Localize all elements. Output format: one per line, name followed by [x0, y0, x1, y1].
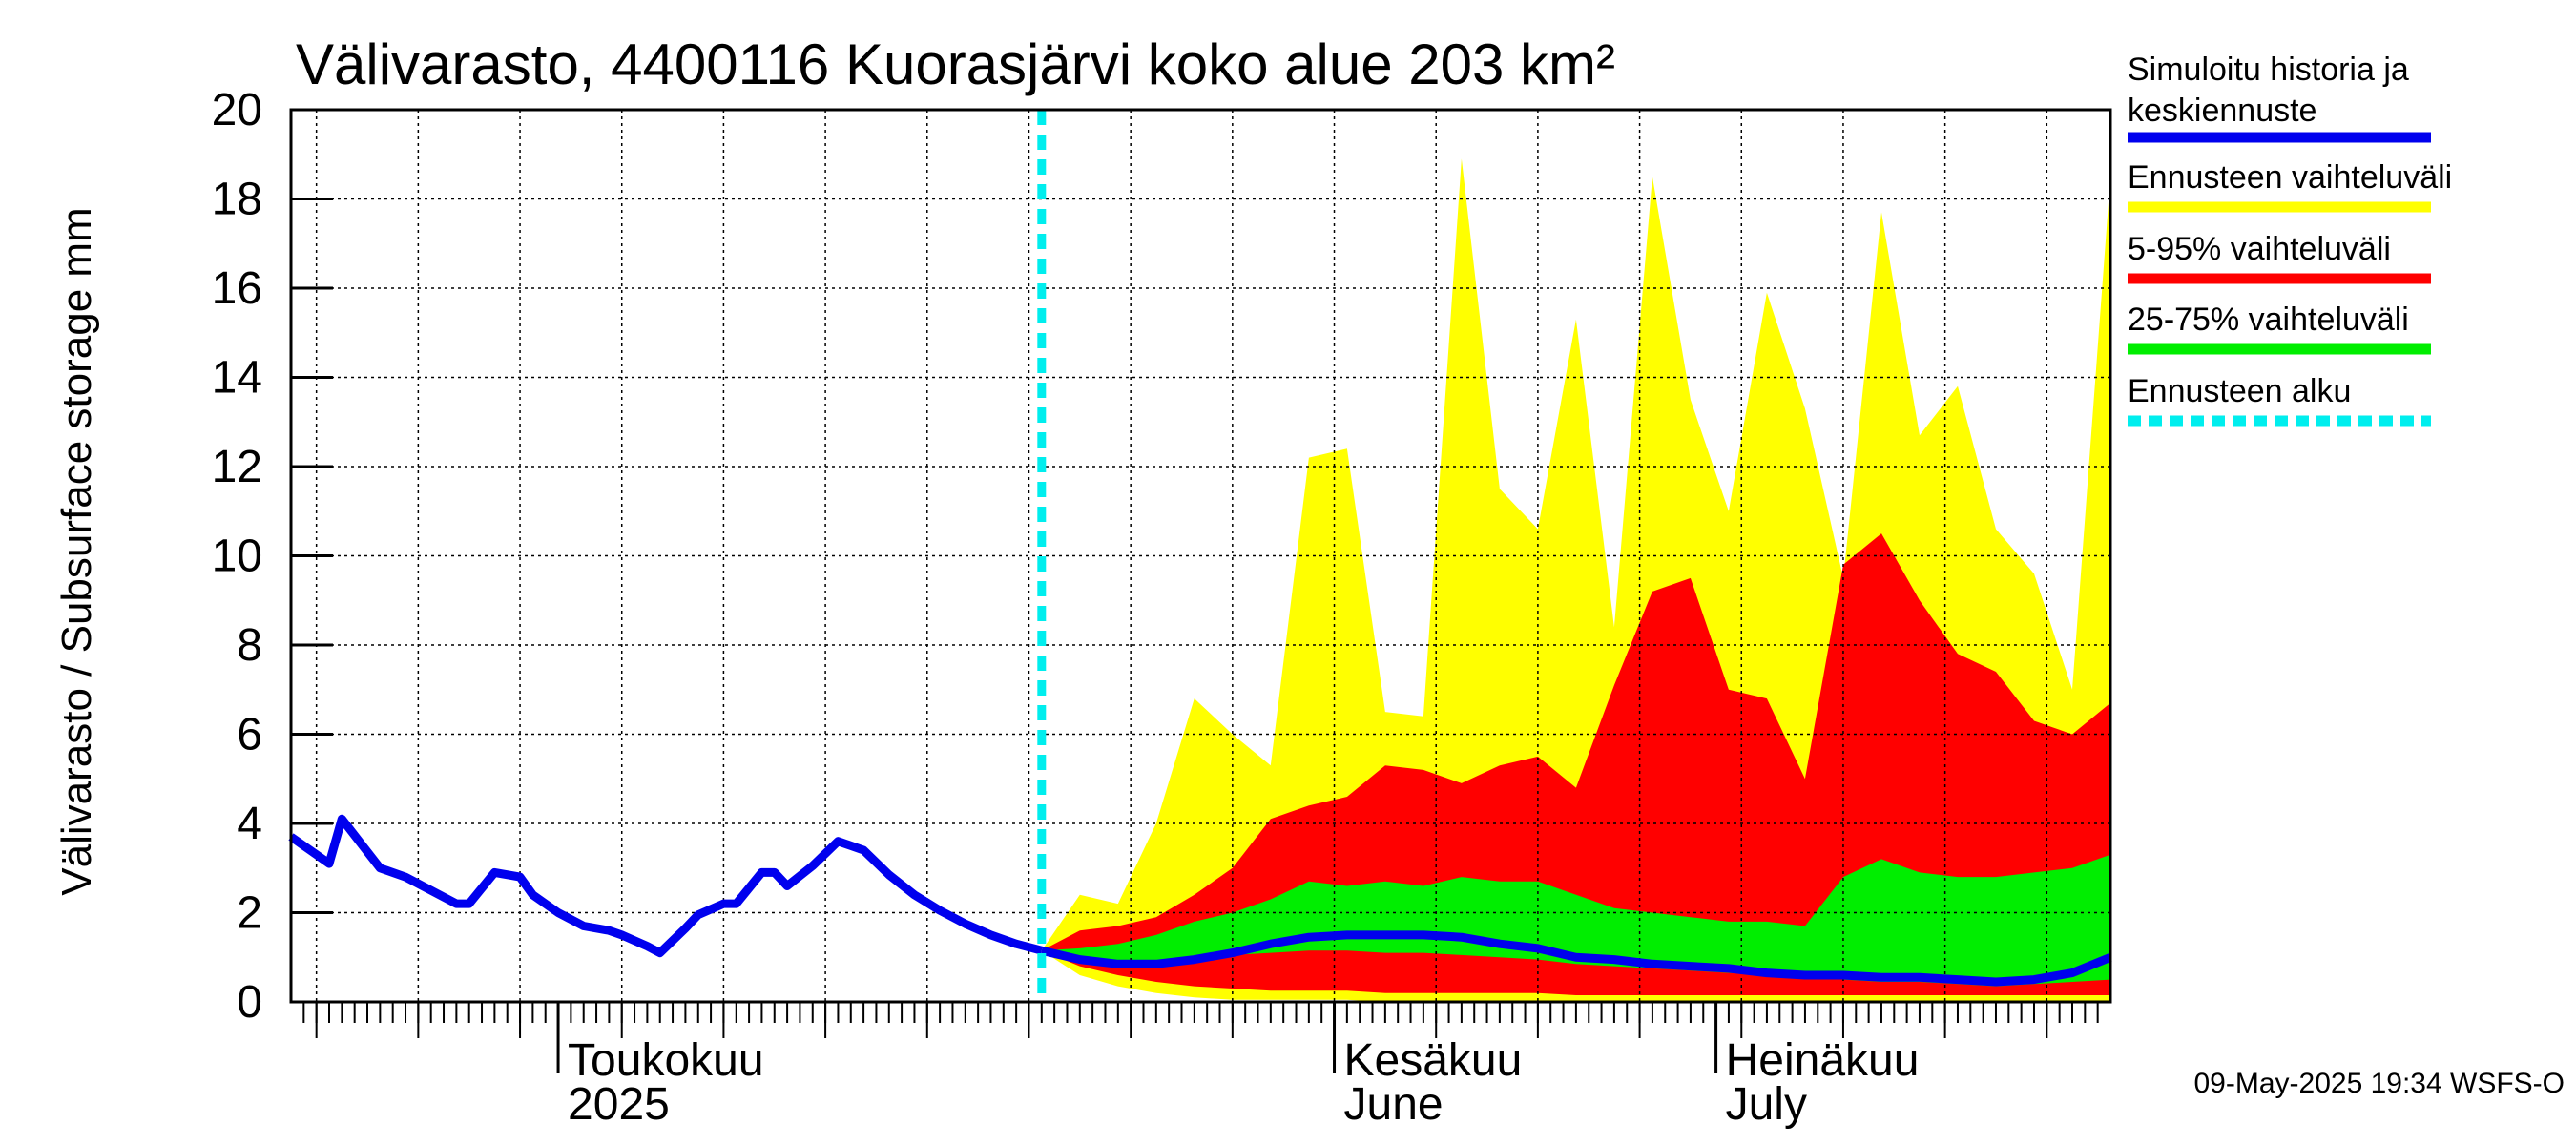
legend-label-forecast_start: Ennusteen alku	[2128, 373, 2351, 409]
legend-label-p5_95: 5-95% vaihteluväli	[2128, 231, 2391, 267]
y-tick-label: 10	[212, 531, 262, 582]
legend-label-p25_75: 25-75% vaihteluväli	[2128, 302, 2409, 338]
y-axis-label: Välivarasto / Subsurface storage mm	[53, 207, 100, 895]
median-forecast-line	[1040, 930, 2112, 987]
y-tick-label: 4	[237, 799, 262, 849]
y-tick-label: 14	[212, 353, 262, 404]
legend-label-range: Ennusteen vaihteluväli	[2128, 159, 2452, 196]
y-tick-label: 20	[212, 85, 262, 135]
x-month-sublabel: June	[1344, 1079, 1444, 1130]
x-month-sublabel: 2025	[568, 1079, 670, 1130]
legend-label-history-line2: keskiennuste	[2128, 93, 2316, 129]
y-tick-label: 6	[237, 710, 262, 760]
history-line	[288, 814, 1043, 958]
x-month-label: Toukokuu	[568, 1035, 763, 1086]
y-tick-label: 8	[237, 620, 262, 671]
y-tick-label: 16	[212, 263, 262, 314]
footer-timestamp: 09-May-2025 19:34 WSFS-O	[2194, 1068, 2566, 1099]
x-month-label: Heinäkuu	[1726, 1035, 1920, 1086]
x-month-label: Kesäkuu	[1344, 1035, 1523, 1086]
x-month-sublabel: July	[1726, 1079, 1807, 1130]
y-tick-label: 18	[212, 175, 262, 225]
y-tick-label: 12	[212, 442, 262, 492]
chart-title: Välivarasto, 4400116 Kuorasjärvi koko al…	[296, 32, 1615, 96]
y-tick-label: 2	[237, 888, 262, 939]
legend-label-history: Simuloitu historia ja	[2128, 52, 2409, 88]
y-tick-label: 0	[237, 977, 262, 1028]
